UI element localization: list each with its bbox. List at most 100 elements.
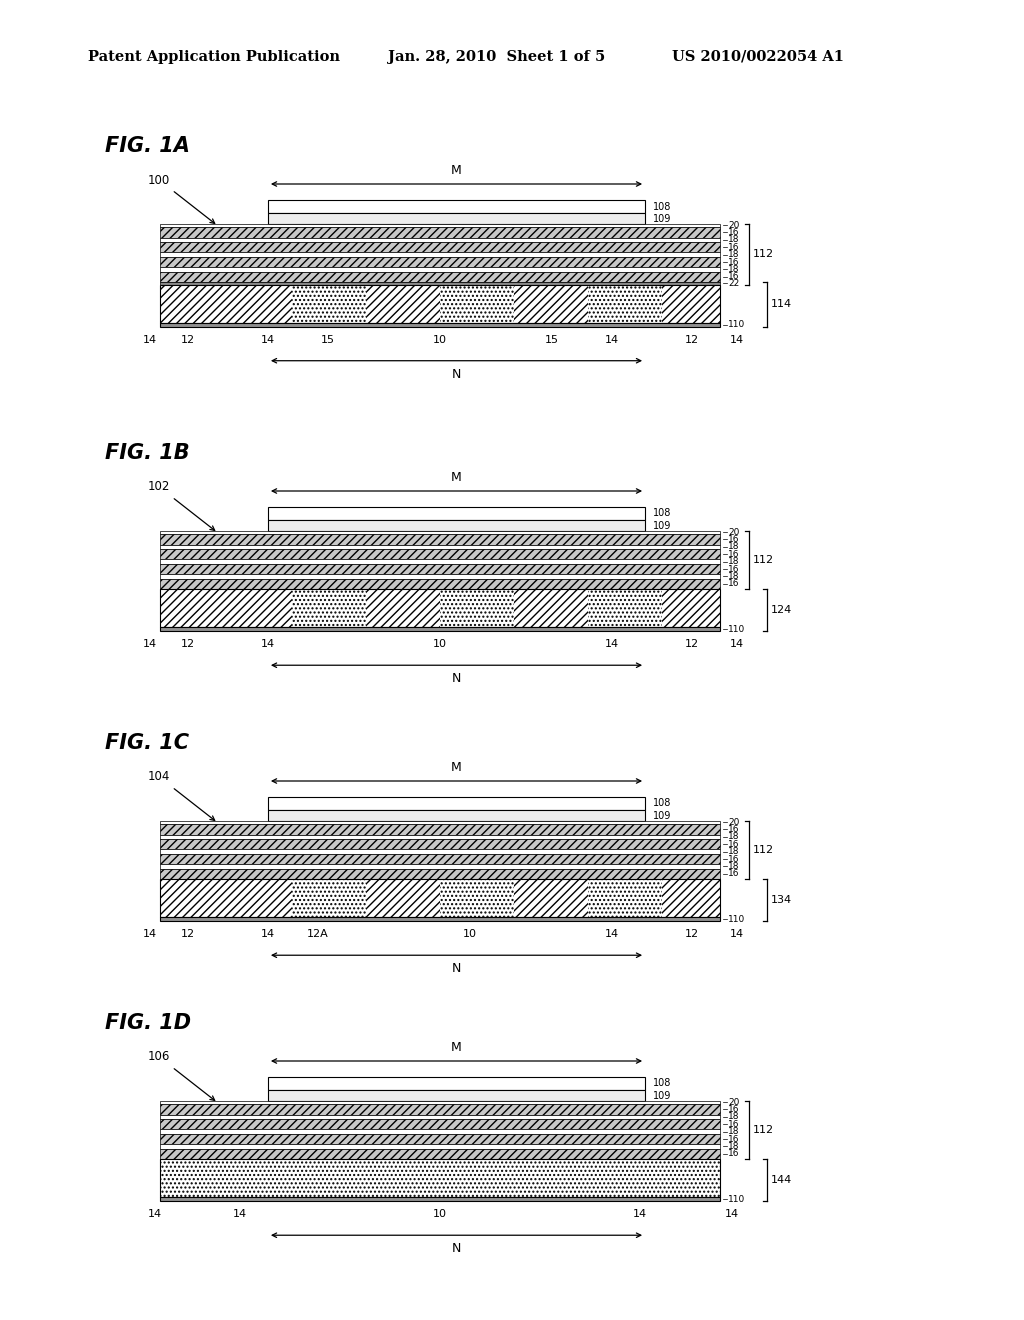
Text: 18: 18 <box>728 235 739 244</box>
Text: 16: 16 <box>728 228 739 236</box>
Bar <box>160 242 720 252</box>
Text: 110: 110 <box>728 1195 745 1204</box>
Text: 14: 14 <box>261 639 275 649</box>
Text: 18: 18 <box>728 249 739 259</box>
Bar <box>160 879 720 917</box>
Bar <box>160 224 720 227</box>
Bar <box>588 285 662 322</box>
Bar <box>268 507 645 520</box>
Bar <box>160 1159 720 1197</box>
Text: 106: 106 <box>148 1051 170 1064</box>
Text: 16: 16 <box>728 565 739 573</box>
Text: 20: 20 <box>728 1098 739 1107</box>
Bar <box>160 282 720 285</box>
Bar <box>160 531 720 535</box>
Text: 14: 14 <box>725 1209 739 1220</box>
Text: FIG. 1A: FIG. 1A <box>105 136 189 156</box>
Bar <box>160 549 720 560</box>
Text: 14: 14 <box>143 335 157 345</box>
Text: N: N <box>452 672 461 685</box>
Text: 14: 14 <box>605 639 620 649</box>
Bar <box>268 1090 645 1101</box>
Text: 16: 16 <box>728 257 739 267</box>
Text: 12A: 12A <box>307 929 329 940</box>
Text: 16: 16 <box>728 854 739 863</box>
Bar <box>662 589 720 627</box>
Text: 14: 14 <box>633 1209 647 1220</box>
Bar <box>366 879 440 917</box>
Text: 108: 108 <box>653 1078 672 1089</box>
Bar <box>160 574 720 578</box>
Bar <box>160 1134 720 1144</box>
Bar <box>268 797 645 810</box>
Text: 14: 14 <box>730 929 744 940</box>
Text: 12: 12 <box>181 639 195 649</box>
Bar <box>514 285 588 322</box>
Text: 10: 10 <box>463 929 477 940</box>
Text: 112: 112 <box>753 845 774 855</box>
Bar <box>160 627 720 631</box>
Bar <box>218 589 292 627</box>
Text: 114: 114 <box>771 300 793 309</box>
Bar <box>160 272 720 282</box>
Bar <box>366 285 440 322</box>
Text: 16: 16 <box>728 1134 739 1143</box>
Bar <box>160 821 720 824</box>
Bar <box>160 850 720 854</box>
Bar <box>268 520 645 531</box>
Bar <box>292 589 366 627</box>
Text: 134: 134 <box>771 895 793 906</box>
Bar <box>514 589 588 627</box>
Bar <box>160 834 720 838</box>
Bar <box>160 564 720 574</box>
Text: FIG. 1C: FIG. 1C <box>105 733 189 752</box>
Text: 14: 14 <box>730 639 744 649</box>
Text: 14: 14 <box>605 335 620 345</box>
Bar <box>160 824 720 834</box>
Bar <box>160 252 720 256</box>
Text: M: M <box>452 471 462 484</box>
Bar <box>588 589 662 627</box>
Bar <box>160 589 720 627</box>
Text: Patent Application Publication: Patent Application Publication <box>88 50 340 63</box>
Bar <box>160 879 218 917</box>
Text: 18: 18 <box>728 1142 739 1151</box>
Text: 18: 18 <box>728 543 739 552</box>
Bar <box>160 238 720 242</box>
Text: 112: 112 <box>753 556 774 565</box>
Text: 16: 16 <box>728 840 739 849</box>
Bar <box>160 322 720 327</box>
Bar <box>440 285 514 322</box>
Text: Jan. 28, 2010  Sheet 1 of 5: Jan. 28, 2010 Sheet 1 of 5 <box>388 50 605 63</box>
Bar <box>160 1148 720 1159</box>
Bar <box>160 589 218 627</box>
Bar <box>588 879 662 917</box>
Text: 12: 12 <box>685 639 699 649</box>
Bar <box>160 854 720 865</box>
Text: N: N <box>452 962 461 975</box>
Text: 16: 16 <box>728 825 739 834</box>
Bar <box>160 578 720 589</box>
Text: 22: 22 <box>728 279 739 288</box>
Text: 15: 15 <box>545 335 559 345</box>
Bar <box>160 865 720 869</box>
Bar <box>160 1144 720 1148</box>
Text: 14: 14 <box>143 929 157 940</box>
Text: 109: 109 <box>653 810 672 821</box>
Bar <box>292 879 366 917</box>
Text: 124: 124 <box>771 606 793 615</box>
Text: M: M <box>452 1041 462 1053</box>
Text: 104: 104 <box>148 771 170 784</box>
Text: 14: 14 <box>261 929 275 940</box>
Text: 14: 14 <box>261 335 275 345</box>
Text: US 2010/0022054 A1: US 2010/0022054 A1 <box>672 50 844 63</box>
Text: 16: 16 <box>728 1150 739 1159</box>
Text: 16: 16 <box>728 535 739 544</box>
Text: N: N <box>452 368 461 380</box>
Text: 144: 144 <box>771 1175 793 1185</box>
Text: 10: 10 <box>433 335 447 345</box>
Bar <box>160 838 720 850</box>
Text: 18: 18 <box>728 1127 739 1137</box>
Text: 10: 10 <box>433 1209 447 1220</box>
Text: 15: 15 <box>321 335 335 345</box>
